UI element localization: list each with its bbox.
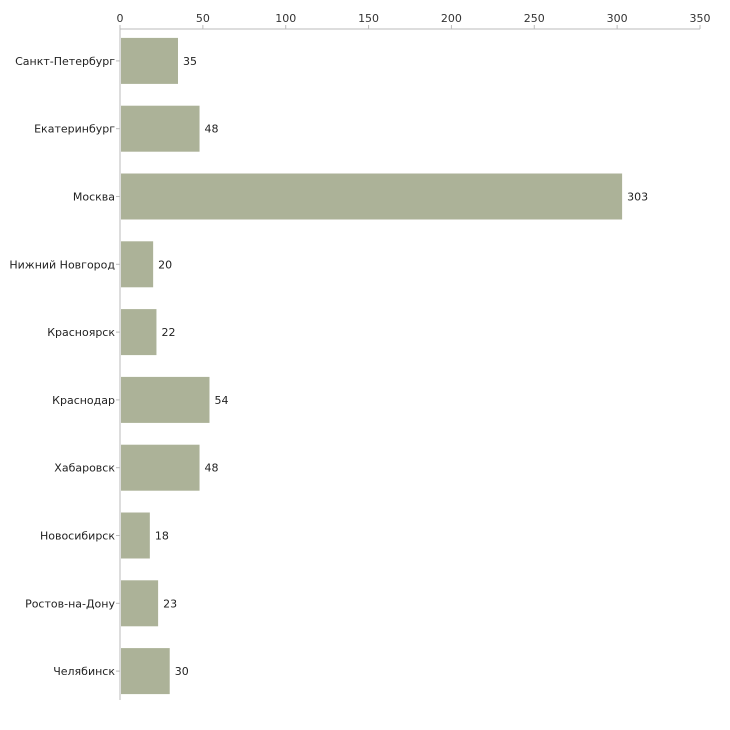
bar <box>121 309 157 356</box>
data-label: 18 <box>155 530 169 543</box>
data-label: 23 <box>163 597 177 610</box>
bar <box>121 512 150 559</box>
category-label: Москва <box>73 191 115 204</box>
x-tick-label: 150 <box>358 12 379 25</box>
y-axis: Санкт-Петербург Екатеринбург Москва Нижний … <box>9 29 121 700</box>
data-label: 20 <box>158 258 172 271</box>
data-label: 303 <box>627 191 648 204</box>
bars: 35 48 303 20 22 54 48 18 23 30 <box>121 37 648 695</box>
category-label: Новосибирск <box>40 530 115 543</box>
data-label: 35 <box>183 55 197 68</box>
bar <box>121 444 200 491</box>
category-label: Екатеринбург <box>34 123 115 136</box>
category-label: Челябинск <box>53 665 115 678</box>
x-tick-label: 300 <box>607 12 628 25</box>
x-tick-label: 200 <box>441 12 462 25</box>
data-label: 30 <box>175 665 189 678</box>
category-label: Нижний Новгород <box>9 258 115 271</box>
data-label: 54 <box>214 394 228 407</box>
bar <box>121 37 178 84</box>
category-label: Ростов-на-Дону <box>25 597 115 610</box>
bar <box>121 648 170 695</box>
data-label: 48 <box>205 462 219 475</box>
category-label: Хабаровск <box>54 462 115 475</box>
data-label: 22 <box>161 326 175 339</box>
bar <box>121 173 623 220</box>
x-tick-label: 50 <box>196 12 210 25</box>
x-tick-label: 0 <box>117 12 124 25</box>
data-label: 48 <box>205 123 219 136</box>
x-axis: 0 50 100 150 200 250 300 350 <box>117 12 711 30</box>
bar <box>121 105 200 152</box>
bar <box>121 241 154 288</box>
bar <box>121 376 210 423</box>
x-tick-label: 100 <box>275 12 296 25</box>
category-label: Красноярск <box>47 326 115 339</box>
bar <box>121 580 159 627</box>
x-tick-label: 250 <box>524 12 545 25</box>
x-tick-label: 350 <box>690 12 711 25</box>
category-label: Краснодар <box>52 394 115 407</box>
category-label: Санкт-Петербург <box>15 55 115 68</box>
